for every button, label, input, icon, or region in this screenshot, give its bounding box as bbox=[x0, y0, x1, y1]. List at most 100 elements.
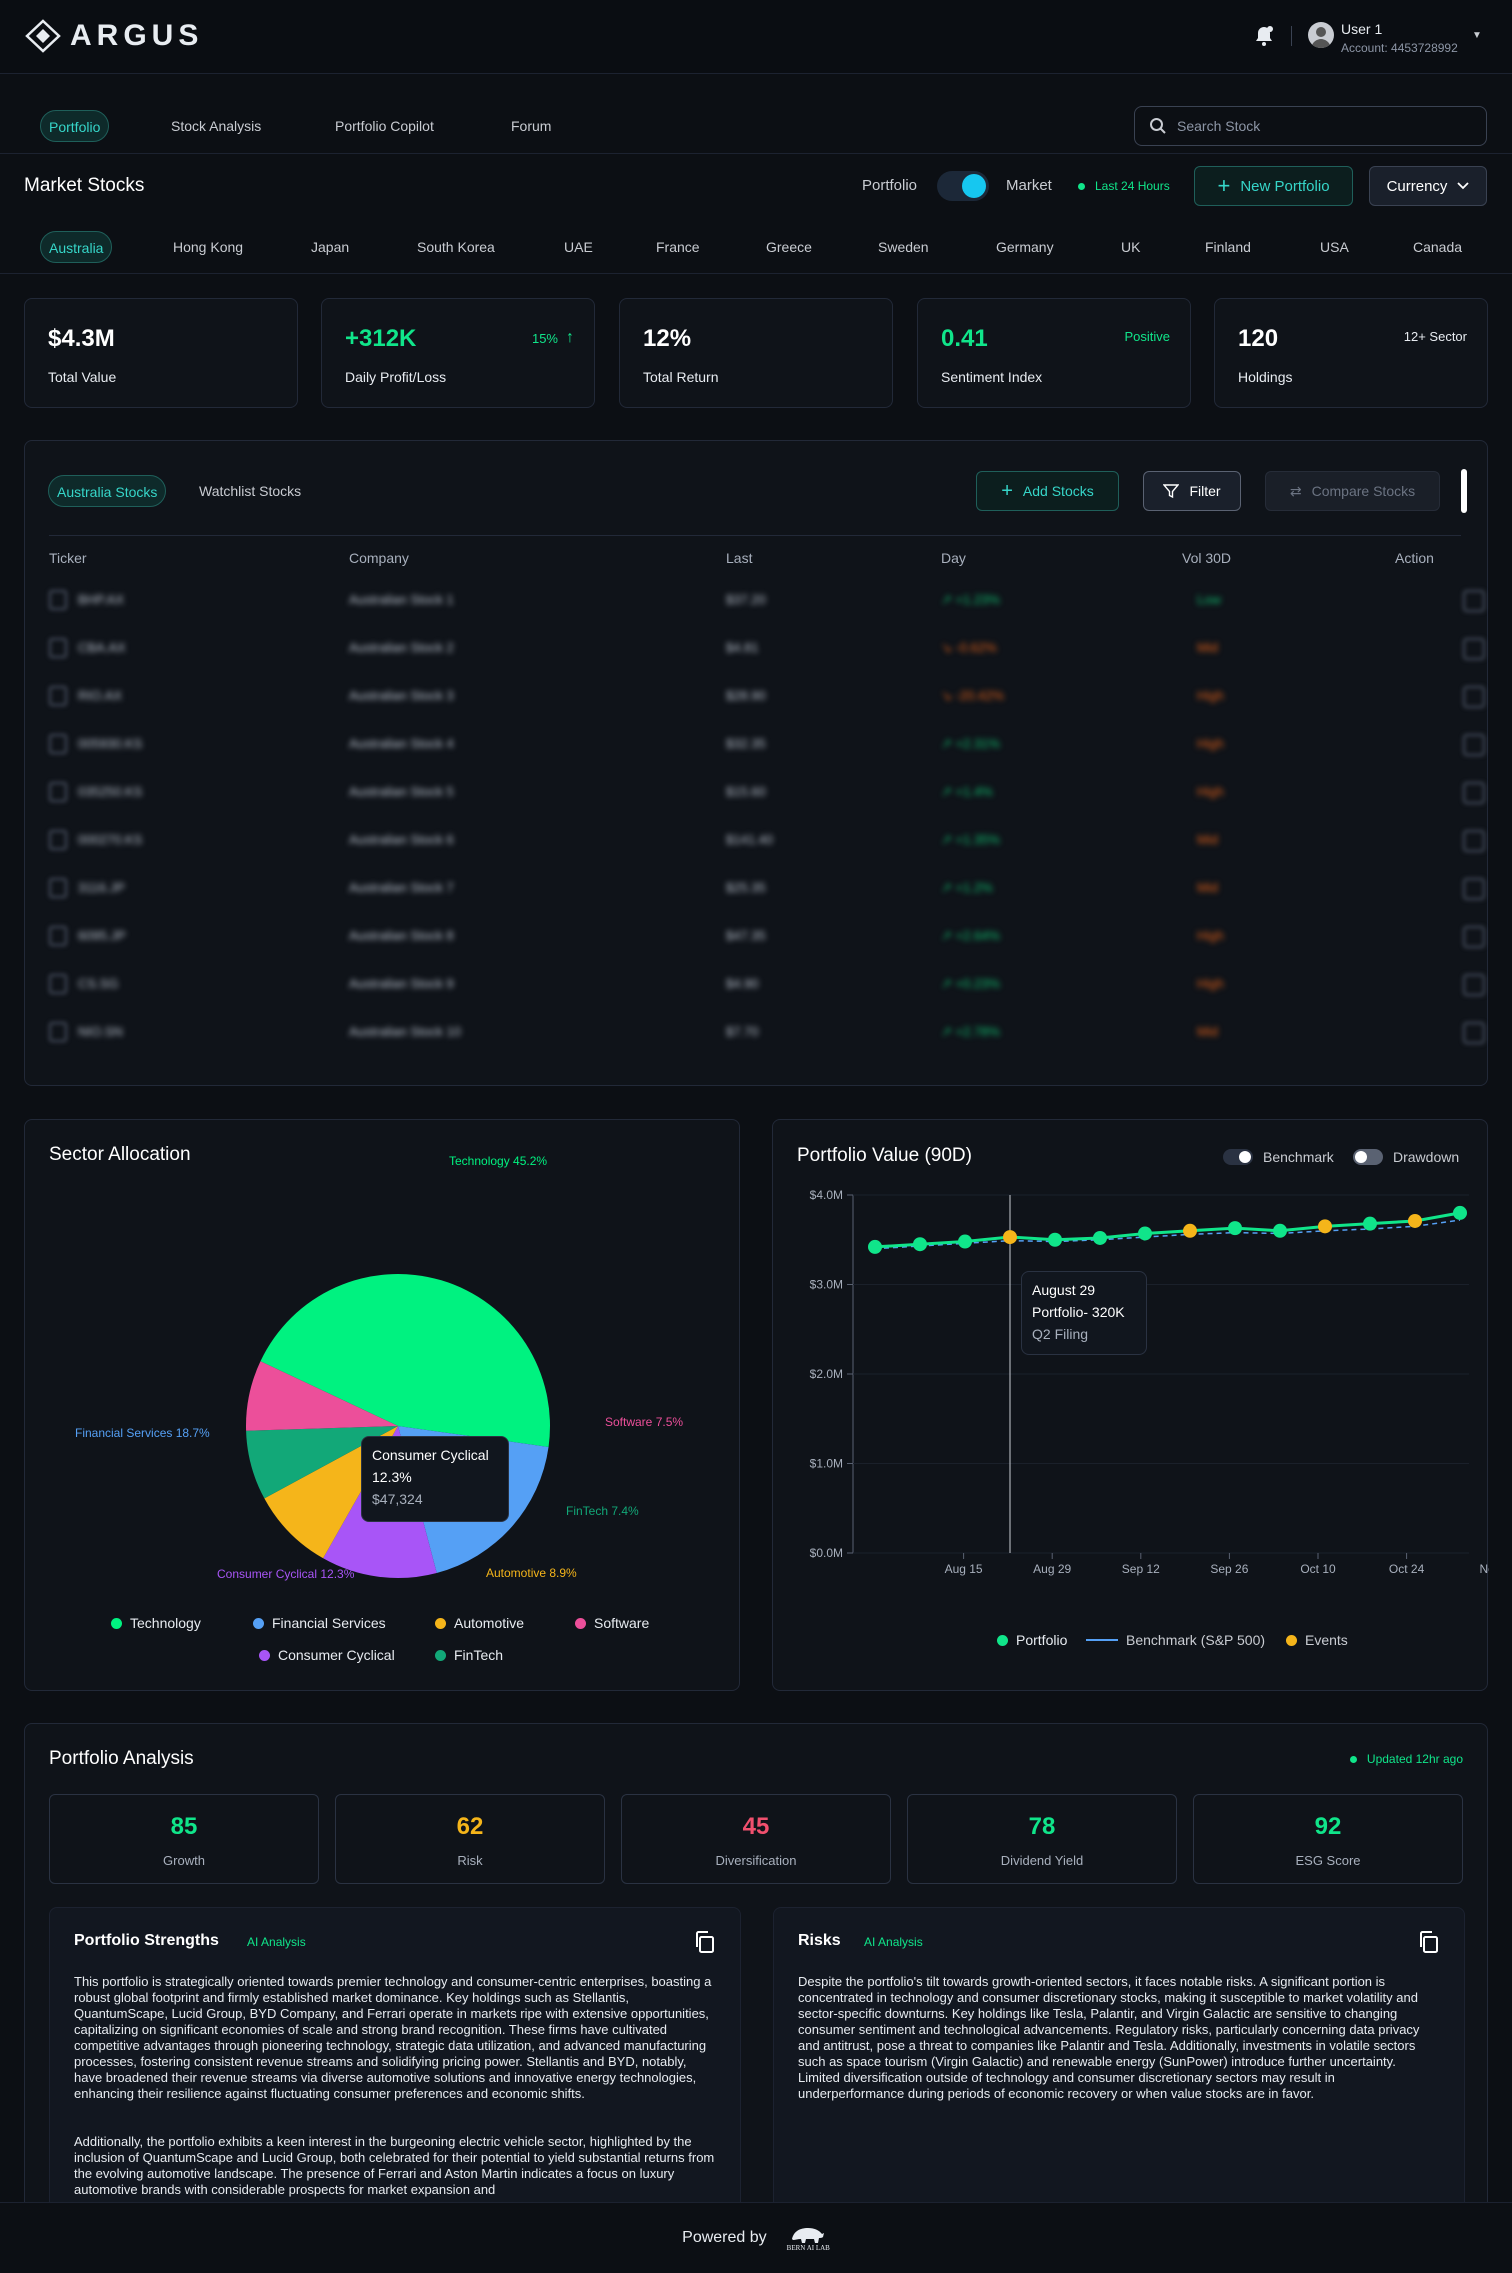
country-tab-canada[interactable]: Canada bbox=[1413, 239, 1463, 255]
row-action-icon[interactable] bbox=[1463, 782, 1485, 804]
table-row[interactable]: 6095.JP Australian Stock 8 $47.35 ↗ +2.64% H… bbox=[49, 914, 1485, 962]
row-action-icon[interactable] bbox=[1463, 830, 1485, 852]
search-input[interactable] bbox=[1177, 118, 1457, 134]
pie-slice-software[interactable] bbox=[246, 1361, 398, 1431]
legend-item-financial[interactable]: Financial Services bbox=[253, 1615, 386, 1631]
event-point[interactable] bbox=[1003, 1230, 1017, 1245]
table-row[interactable]: 035250.KS Australian Stock 5 $15.60 ↗ +1.4%… bbox=[49, 770, 1485, 818]
country-tab-south-korea[interactable]: South Korea bbox=[417, 239, 495, 255]
legend-item-automotive[interactable]: Automotive bbox=[435, 1615, 524, 1631]
data-point[interactable] bbox=[913, 1237, 927, 1252]
row-action-icon[interactable] bbox=[1463, 686, 1485, 708]
table-row[interactable]: 000270.KS Australian Stock 6 $141.40 ↗ +1.3… bbox=[49, 818, 1485, 866]
table-row[interactable]: NIO.SN Australian Stock 10 $7.70 ↗ +2.78% Mi… bbox=[49, 1010, 1485, 1058]
country-tab-hong-kong[interactable]: Hong Kong bbox=[173, 239, 244, 255]
row-action-icon[interactable] bbox=[1463, 1022, 1485, 1044]
data-point[interactable] bbox=[1138, 1226, 1152, 1241]
app-logo[interactable]: ARGUS bbox=[24, 18, 203, 54]
table-row[interactable]: BHP.AX Australian Stock 1 $37.20 ↗ +1.23% Lo… bbox=[49, 578, 1485, 626]
row-checkbox[interactable] bbox=[49, 782, 67, 802]
scrollbar-thumb[interactable] bbox=[1461, 469, 1467, 513]
pie-slice-technology[interactable] bbox=[260, 1274, 550, 1447]
legend-item-portfolio[interactable]: Portfolio bbox=[997, 1632, 1067, 1648]
row-checkbox[interactable] bbox=[49, 686, 67, 706]
tab-stock-analysis[interactable]: Stock Analysis bbox=[171, 118, 262, 134]
country-tab-japan[interactable]: Japan bbox=[311, 239, 350, 255]
legend-item-fintech[interactable]: FinTech bbox=[435, 1647, 503, 1663]
tab-watchlist-stocks[interactable]: Watchlist Stocks bbox=[199, 483, 302, 499]
row-checkbox[interactable] bbox=[49, 878, 67, 898]
col-header-last[interactable]: Last bbox=[726, 550, 753, 566]
drawdown-toggle[interactable] bbox=[1353, 1149, 1383, 1165]
legend-item-technology[interactable]: Technology bbox=[111, 1615, 201, 1631]
tab-portfolio[interactable]: Portfolio bbox=[40, 110, 110, 142]
legend-item-events[interactable]: Events bbox=[1286, 1632, 1348, 1648]
country-tab-sweden[interactable]: Sweden bbox=[878, 239, 929, 255]
event-point[interactable] bbox=[1408, 1213, 1422, 1228]
tab-forum[interactable]: Forum bbox=[511, 118, 552, 134]
copy-icon[interactable] bbox=[694, 1930, 716, 1954]
row-checkbox[interactable] bbox=[49, 734, 67, 754]
filter-button[interactable]: Filter bbox=[1143, 471, 1241, 511]
data-point[interactable] bbox=[1273, 1223, 1287, 1238]
legend-item-consumer[interactable]: Consumer Cyclical bbox=[259, 1647, 395, 1663]
search-box[interactable] bbox=[1134, 106, 1487, 146]
row-checkbox[interactable] bbox=[49, 926, 67, 946]
country-tab-uk[interactable]: UK bbox=[1121, 239, 1141, 255]
last-price-cell: $7.70 bbox=[726, 1024, 759, 1039]
country-tab-greece[interactable]: Greece bbox=[766, 239, 812, 255]
data-point[interactable] bbox=[1093, 1230, 1107, 1245]
row-action-icon[interactable] bbox=[1463, 734, 1485, 756]
data-point[interactable] bbox=[868, 1239, 882, 1254]
country-tab-usa[interactable]: USA bbox=[1320, 239, 1349, 255]
country-tab-uae[interactable]: UAE bbox=[564, 239, 593, 255]
event-point[interactable] bbox=[1183, 1223, 1197, 1238]
legend-item-benchmark[interactable]: Benchmark (S&P 500) bbox=[1086, 1632, 1265, 1648]
data-point[interactable] bbox=[1048, 1232, 1062, 1247]
row-checkbox[interactable] bbox=[49, 974, 67, 994]
country-tab-australia[interactable]: Australia bbox=[40, 231, 113, 263]
data-point[interactable] bbox=[1363, 1216, 1377, 1231]
row-action-icon[interactable] bbox=[1463, 590, 1485, 612]
benchmark-toggle-label: Benchmark bbox=[1263, 1149, 1334, 1165]
tab-australia-stocks[interactable]: Australia Stocks bbox=[48, 475, 167, 507]
avatar[interactable] bbox=[1308, 22, 1334, 48]
pie-slice-fintech[interactable] bbox=[246, 1426, 398, 1499]
currency-dropdown[interactable]: Currency bbox=[1369, 166, 1487, 206]
table-row[interactable]: 3116.JP Australian Stock 7 $25.35 ↗ +1.2% Mi… bbox=[49, 866, 1485, 914]
row-action-icon[interactable] bbox=[1463, 926, 1485, 948]
country-tab-germany[interactable]: Germany bbox=[996, 239, 1054, 255]
table-row[interactable]: CS.SG Australian Stock 9 $4.90 ↗ +0.23% High bbox=[49, 962, 1485, 1010]
add-stocks-button[interactable]: + Add Stocks bbox=[976, 471, 1119, 511]
copy-icon[interactable] bbox=[1418, 1930, 1440, 1954]
row-action-icon[interactable] bbox=[1463, 974, 1485, 996]
row-checkbox[interactable] bbox=[49, 638, 67, 658]
row-action-icon[interactable] bbox=[1463, 878, 1485, 900]
country-tab-finland[interactable]: Finland bbox=[1205, 239, 1251, 255]
data-point[interactable] bbox=[958, 1234, 972, 1249]
event-point[interactable] bbox=[1318, 1219, 1332, 1234]
col-header-ticker[interactable]: Ticker bbox=[49, 550, 87, 566]
new-portfolio-button[interactable]: + New Portfolio bbox=[1194, 166, 1353, 206]
col-header-day[interactable]: Day bbox=[941, 550, 966, 566]
portfolio-market-toggle[interactable] bbox=[937, 171, 989, 201]
compare-stocks-button[interactable]: ⇄ Compare Stocks bbox=[1265, 471, 1440, 511]
col-header-company[interactable]: Company bbox=[349, 550, 409, 566]
col-header-vol[interactable]: Vol 30D bbox=[1182, 550, 1232, 566]
legend-item-software[interactable]: Software bbox=[575, 1615, 649, 1631]
toggle-label-portfolio: Portfolio bbox=[862, 177, 918, 194]
benchmark-toggle[interactable] bbox=[1223, 1149, 1253, 1165]
tab-portfolio-copilot[interactable]: Portfolio Copilot bbox=[335, 118, 434, 134]
table-row[interactable]: RIO.AX Australian Stock 3 $28.90 ↘ -20.42% H… bbox=[49, 674, 1485, 722]
row-checkbox[interactable] bbox=[49, 830, 67, 850]
table-row[interactable]: 005930.KS Australian Stock 4 $32.35 ↗ +2.31… bbox=[49, 722, 1485, 770]
row-checkbox[interactable] bbox=[49, 590, 67, 610]
table-row[interactable]: CBA.AX Australian Stock 2 $4.81 ↘ -0.62% Mid bbox=[49, 626, 1485, 674]
chevron-down-icon[interactable]: ▼ bbox=[1472, 30, 1482, 41]
data-point[interactable] bbox=[1228, 1221, 1242, 1236]
row-checkbox[interactable] bbox=[49, 1022, 67, 1042]
country-tab-france[interactable]: France bbox=[656, 239, 700, 255]
notification-bell-icon[interactable] bbox=[1252, 24, 1276, 48]
row-action-icon[interactable] bbox=[1463, 638, 1485, 660]
data-point[interactable] bbox=[1453, 1205, 1467, 1220]
